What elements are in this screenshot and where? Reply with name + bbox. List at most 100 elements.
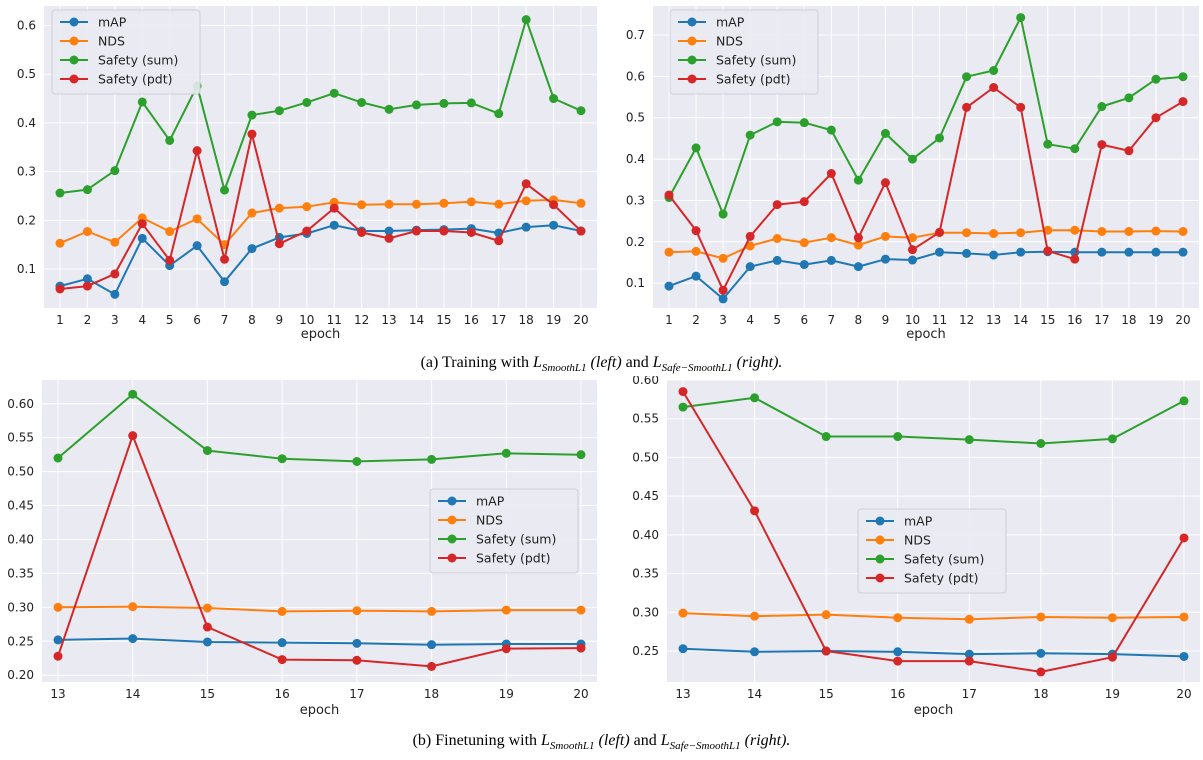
y-tick-label: 0.40 xyxy=(7,532,34,546)
series-line-map xyxy=(59,224,582,296)
x-tick-label: 12 xyxy=(354,313,369,327)
data-point-nds xyxy=(1179,612,1189,622)
data-point-safety-pdt xyxy=(853,233,863,243)
y-tick-label: 0.2 xyxy=(17,213,36,227)
data-point-map xyxy=(137,233,147,243)
legend-label-safety-sum: Safety (sum) xyxy=(476,532,556,547)
data-point-map xyxy=(718,294,728,304)
data-point-map xyxy=(384,226,394,236)
data-point-safety-pdt xyxy=(220,254,230,264)
x-tick-label: 18 xyxy=(519,313,534,327)
data-point-safety-sum xyxy=(750,393,760,403)
data-point-nds xyxy=(202,603,212,613)
series-line-safety-pdt xyxy=(59,133,582,290)
data-point-map xyxy=(352,638,362,648)
data-point-nds xyxy=(745,241,755,251)
x-tick-label: 18 xyxy=(1121,313,1136,327)
data-point-nds xyxy=(1043,225,1053,235)
data-point-nds xyxy=(893,613,903,623)
x-tick-label: 20 xyxy=(1176,687,1191,701)
data-point-safety-pdt xyxy=(427,661,437,671)
x-tick-label: 3 xyxy=(111,313,119,327)
data-point-safety-pdt xyxy=(664,190,674,200)
data-point-nds xyxy=(277,606,287,616)
data-point-safety-sum xyxy=(466,98,476,108)
data-point-safety-sum xyxy=(1036,438,1046,448)
y-tick-label: 0.5 xyxy=(626,111,645,125)
y-tick-label: 0.50 xyxy=(7,465,34,479)
legend-label-nds: NDS xyxy=(98,34,125,49)
x-tick-label: 10 xyxy=(905,313,920,327)
x-axis-label: epoch xyxy=(301,327,341,342)
series-line-safety-pdt xyxy=(682,391,1185,673)
data-point-map xyxy=(53,635,63,645)
data-point-map xyxy=(1124,247,1134,257)
series-line-nds xyxy=(59,198,582,246)
data-point-safety-sum xyxy=(384,104,394,114)
y-tick-label: 0.3 xyxy=(626,193,645,207)
x-tick-label: 16 xyxy=(275,687,290,701)
data-point-safety-pdt xyxy=(411,226,421,236)
data-point-safety-sum xyxy=(1016,13,1026,23)
data-point-safety-pdt xyxy=(576,226,586,236)
data-point-nds xyxy=(82,227,92,237)
x-tick-label: 15 xyxy=(819,687,834,701)
series-line-nds xyxy=(57,605,581,613)
data-point-safety-sum xyxy=(277,454,287,464)
data-point-map xyxy=(678,644,688,654)
caption-a-loss1: LSmoothL1 xyxy=(533,354,587,374)
y-tick-label: 0.1 xyxy=(626,276,645,290)
data-point-safety-sum xyxy=(357,97,367,107)
data-point-nds xyxy=(678,608,688,618)
data-point-nds xyxy=(384,199,394,209)
x-tick-label: 11 xyxy=(932,313,947,327)
data-point-safety-sum xyxy=(501,448,511,458)
x-tick-label: 17 xyxy=(349,687,364,701)
y-tick-label: 0.1 xyxy=(17,262,36,276)
y-tick-label: 0.40 xyxy=(632,528,659,542)
legend-label-map: mAP xyxy=(476,494,505,509)
data-point-safety-sum xyxy=(549,94,559,104)
x-tick-label: 13 xyxy=(50,687,65,701)
caption-a-and: and xyxy=(625,354,649,371)
data-point-safety-sum xyxy=(880,128,890,138)
y-tick-label: 0.35 xyxy=(632,567,659,581)
data-point-safety-pdt xyxy=(384,233,394,243)
data-point-map xyxy=(82,274,92,284)
x-tick-label: 5 xyxy=(773,313,781,327)
data-point-nds xyxy=(1178,226,1188,236)
series-line-safety-sum xyxy=(57,393,582,463)
data-point-safety-sum xyxy=(1151,74,1161,84)
data-point-nds xyxy=(907,233,917,243)
data-point-nds xyxy=(128,602,138,612)
legend-label-nds: NDS xyxy=(476,513,503,528)
data-point-nds xyxy=(691,246,701,256)
legend-label-map: mAP xyxy=(716,15,745,30)
data-point-safety-pdt xyxy=(302,226,312,236)
data-point-map xyxy=(691,271,701,281)
data-point-nds xyxy=(247,208,257,218)
legend-marker-safety-pdt xyxy=(687,74,697,84)
data-point-safety-pdt xyxy=(494,236,504,246)
data-point-nds xyxy=(411,199,421,209)
x-axis-label: epoch xyxy=(906,327,946,342)
y-tick-label: 0.25 xyxy=(7,634,34,648)
y-tick-label: 0.30 xyxy=(632,605,659,619)
data-point-safety-sum xyxy=(772,117,782,127)
x-tick-label: 14 xyxy=(409,313,424,327)
data-point-nds xyxy=(494,199,504,209)
series-line-map xyxy=(57,637,581,646)
caption-b-loss1: LSmoothL1 xyxy=(541,732,595,752)
x-tick-label: 8 xyxy=(248,313,256,327)
caption-b-loss2-main: L xyxy=(660,732,670,749)
data-point-map xyxy=(128,634,138,644)
data-point-safety-pdt xyxy=(329,203,339,213)
x-tick-label: 19 xyxy=(499,687,514,701)
data-point-safety-sum xyxy=(110,166,120,176)
data-point-safety-sum xyxy=(821,432,831,442)
x-tick-label: 7 xyxy=(221,313,229,327)
y-tick-label: 0.45 xyxy=(632,489,659,503)
caption-a: (a) Training with LSmoothL1 (left) and L… xyxy=(0,354,1203,374)
x-tick-label: 11 xyxy=(327,313,342,327)
series-line-safety-sum xyxy=(682,396,1185,445)
